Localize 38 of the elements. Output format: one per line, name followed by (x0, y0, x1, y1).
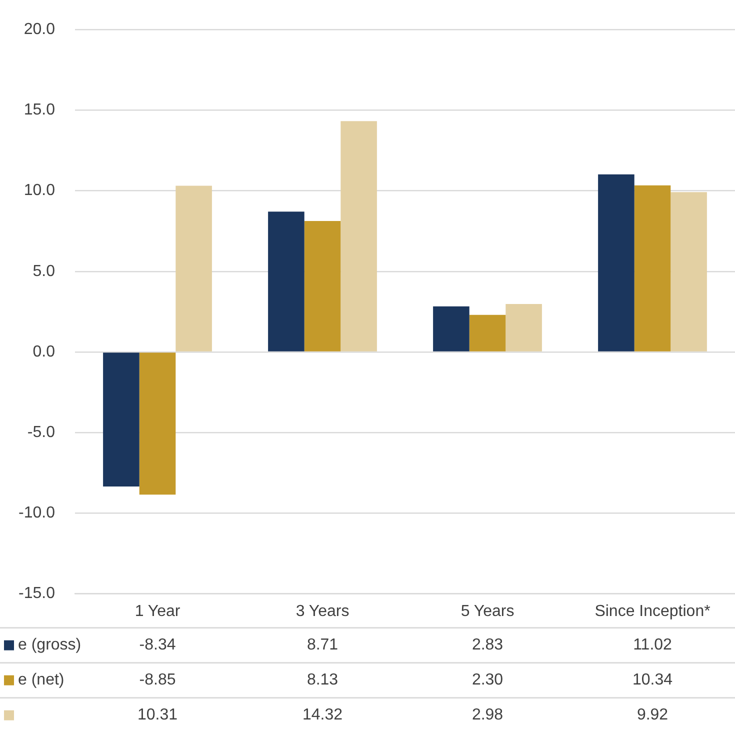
y-tick-label: 0.0 (32, 343, 56, 360)
bar (103, 352, 140, 486)
y-tick-label: 15.0 (24, 102, 56, 119)
y-tick-label: -15.0 (18, 585, 56, 602)
data-label: 9.92 (636, 706, 668, 724)
bar (670, 192, 707, 352)
y-tick-label: -10.0 (18, 504, 56, 522)
data-label: 14.32 (302, 706, 343, 724)
data-label: 11.02 (633, 636, 672, 654)
bar (506, 304, 542, 352)
bar (304, 220, 341, 352)
bar (634, 185, 671, 352)
bar (268, 212, 304, 352)
data-label: -8.85 (139, 672, 176, 689)
bar (176, 186, 212, 352)
data-label: 10.31 (137, 706, 178, 724)
bar (340, 121, 377, 352)
x-tick-label: 5 Years (460, 602, 514, 620)
legend-label: e (gross) (18, 636, 82, 654)
data-label: -8.34 (139, 636, 176, 654)
bar (469, 314, 506, 352)
x-tick-label: Since Inception* (594, 602, 710, 620)
bar (433, 306, 470, 352)
data-label: 2.98 (472, 706, 504, 724)
data-label: 8.71 (306, 636, 338, 654)
data-label: 2.83 (472, 636, 504, 654)
y-tick-label: 5.0 (32, 262, 56, 280)
y-tick-label: -5.0 (27, 424, 56, 442)
data-label: 8.13 (306, 672, 338, 689)
bar (139, 352, 176, 495)
data-label: 10.34 (632, 672, 673, 689)
y-tick-label: 20.0 (24, 21, 56, 38)
legend-label: e (net) (18, 672, 64, 689)
y-tick-label: 10.0 (24, 182, 56, 200)
bar (598, 174, 634, 352)
x-tick-label: 1 Year (134, 602, 181, 620)
x-tick-label: 3 Years (296, 602, 350, 620)
data-label: 2.30 (472, 672, 504, 689)
